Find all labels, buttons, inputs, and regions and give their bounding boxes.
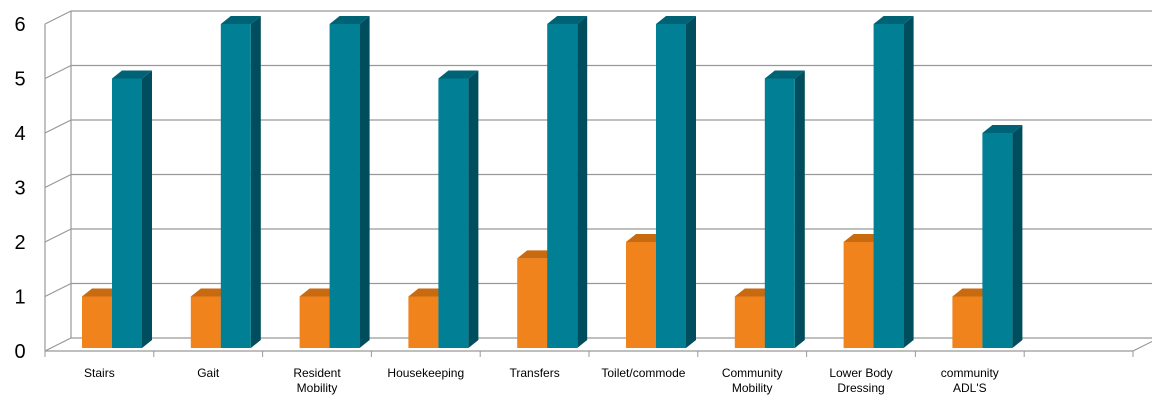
gridline-depth bbox=[44, 173, 72, 189]
x-tick-label: Stairs bbox=[84, 366, 115, 380]
x-tick-label: Transfers bbox=[509, 366, 559, 380]
bar-series2-front bbox=[764, 78, 795, 348]
bar-series2 bbox=[547, 16, 588, 348]
floor-plane bbox=[44, 337, 1152, 352]
bars-layer bbox=[82, 16, 1023, 348]
bar-series1-front bbox=[517, 258, 548, 348]
bar-series1-front bbox=[952, 296, 983, 348]
bar-series2-side bbox=[1012, 125, 1023, 348]
bar-series2-front bbox=[220, 24, 251, 348]
bar-series2 bbox=[220, 16, 261, 348]
y-tick-label: 4 bbox=[14, 123, 25, 145]
gridline-depth bbox=[44, 228, 72, 243]
bar-series2-front bbox=[112, 78, 142, 348]
y-tick-label: 5 bbox=[14, 69, 25, 91]
y-tick-label: 1 bbox=[14, 287, 25, 309]
bar-series2 bbox=[656, 16, 696, 348]
y-tick-label: 6 bbox=[14, 14, 25, 36]
bar-series2-side bbox=[468, 70, 479, 348]
x-tick-label: Gait bbox=[197, 366, 220, 380]
bar-series1-front bbox=[408, 296, 439, 348]
bar-series1-front bbox=[190, 296, 221, 348]
bar-series2-top bbox=[220, 16, 261, 24]
gridline-depth bbox=[44, 10, 72, 25]
bar-series1-front bbox=[626, 242, 656, 348]
x-tick-label: Mobility bbox=[732, 381, 773, 395]
bar-series2 bbox=[329, 16, 370, 348]
bar-series2-side bbox=[577, 16, 588, 348]
bar-series2-top bbox=[982, 125, 1023, 133]
bar-series2-side bbox=[903, 16, 914, 348]
bar-series2-top bbox=[112, 70, 152, 79]
bar-series1-front bbox=[82, 296, 112, 348]
bar-series2-side bbox=[142, 70, 152, 348]
x-tick-label: Resident bbox=[293, 366, 341, 380]
bar-series2-top bbox=[438, 70, 479, 79]
bar-series2-top bbox=[547, 16, 588, 24]
bar-series2-top bbox=[656, 16, 696, 24]
bar-series2-front bbox=[329, 24, 360, 348]
bar-series2-side bbox=[250, 16, 261, 348]
x-tick-label: Lower Body bbox=[829, 366, 892, 380]
x-tick-label: Dressing bbox=[837, 381, 884, 395]
bar-series2-top bbox=[764, 70, 805, 79]
gridline-depth bbox=[44, 64, 72, 80]
bar-series2-front bbox=[547, 24, 578, 348]
y-tick-label: 0 bbox=[14, 341, 25, 363]
x-tick-label: Community bbox=[722, 366, 783, 380]
x-tick-label: Mobility bbox=[297, 381, 338, 395]
y-tick-label: 3 bbox=[14, 178, 25, 200]
bar-series2 bbox=[112, 70, 152, 348]
bar-series2-side bbox=[794, 70, 805, 348]
bar-series1-front bbox=[299, 296, 330, 348]
x-tick-label: ADL'S bbox=[953, 381, 987, 395]
bar-series2-front bbox=[873, 24, 904, 348]
bar-series2 bbox=[764, 70, 805, 348]
bar-series2-side bbox=[686, 16, 696, 348]
bar-series2-front bbox=[982, 133, 1013, 348]
bar-series2-top bbox=[329, 16, 370, 24]
bar-series2-front bbox=[656, 24, 686, 348]
bar-series2 bbox=[982, 125, 1023, 348]
bar-series2 bbox=[438, 70, 479, 348]
bar-series1-front bbox=[843, 242, 874, 348]
bar-series1-front bbox=[734, 296, 765, 348]
bar-series2-top bbox=[873, 16, 914, 24]
x-tick-label: Toilet/commode bbox=[601, 366, 685, 380]
bar-series2-side bbox=[359, 16, 370, 348]
bar-series2 bbox=[873, 16, 914, 348]
gridline-depth bbox=[44, 119, 72, 134]
gridline-depth bbox=[44, 282, 72, 298]
x-tick-label: Housekeeping bbox=[387, 366, 464, 380]
x-tick-label: community bbox=[941, 366, 999, 380]
bar-series2-front bbox=[438, 78, 469, 348]
y-tick-label: 2 bbox=[14, 232, 25, 254]
